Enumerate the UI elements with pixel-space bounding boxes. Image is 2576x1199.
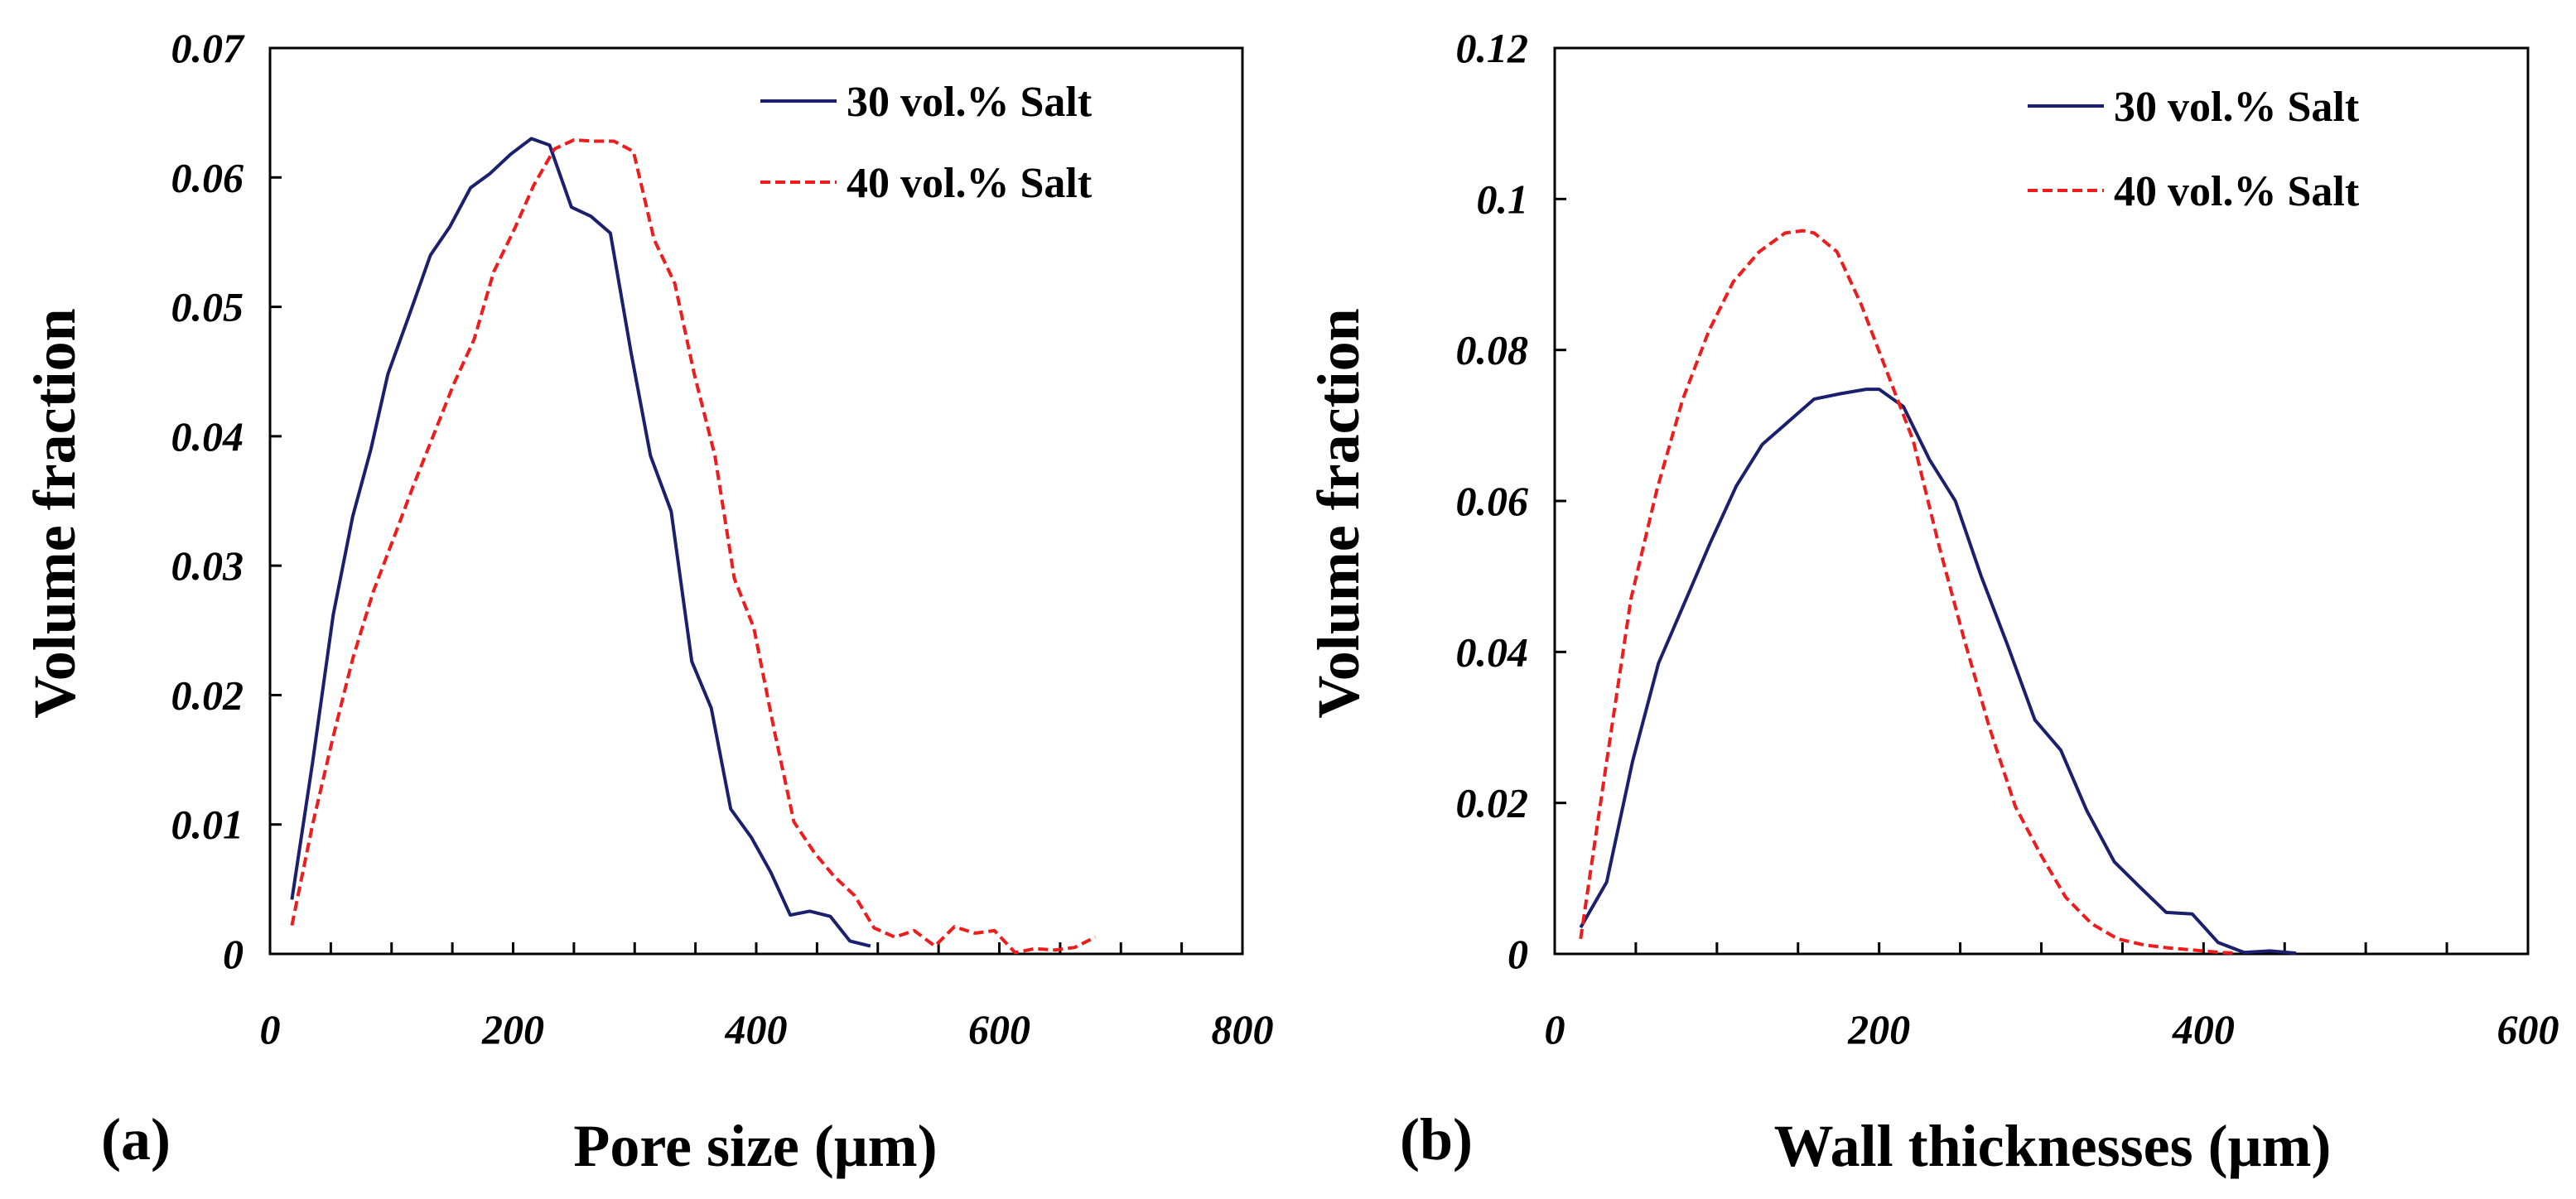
legend-label: 30 vol.% Salt xyxy=(2114,84,2360,131)
x-tick-label: 200 xyxy=(1847,1006,1910,1052)
legend-label: 40 vol.% Salt xyxy=(2114,168,2360,215)
series-line-40-vol-salt xyxy=(1579,229,2236,956)
x-tick-label: 200 xyxy=(481,1006,544,1052)
plot-frame xyxy=(268,46,1244,956)
x-tick-label: 400 xyxy=(2172,1006,2235,1052)
y-tick-label: 0.04 xyxy=(1456,628,1529,675)
y-tick-label: 0.05 xyxy=(171,284,244,330)
legend-label: 30 vol.% Salt xyxy=(847,79,1093,126)
chart-panel-b: Volume fraction Wall thicknesses (μm) (b… xyxy=(1305,25,2559,1179)
x-tick-label: 0 xyxy=(260,1006,281,1052)
y-tick-label: 0.02 xyxy=(1456,780,1529,826)
panel-label: (b) xyxy=(1400,1106,1473,1173)
y-axis-title: Volume fraction xyxy=(22,308,88,718)
y-tick-label: 0.06 xyxy=(1456,478,1529,524)
y-tick-label: 0.12 xyxy=(1456,25,1529,71)
x-tick-label: 600 xyxy=(968,1006,1030,1052)
x-tick-label: 800 xyxy=(1212,1006,1274,1052)
series-line-40-vol-salt xyxy=(290,138,1097,955)
y-tick-label: 0.08 xyxy=(1456,327,1529,373)
x-axis-title: Pore size (μm) xyxy=(573,1113,937,1179)
y-tick-label: 0.03 xyxy=(171,542,244,589)
y-tick-label: 0 xyxy=(223,931,244,977)
series-line-30-vol-salt xyxy=(290,137,871,948)
plot-frame xyxy=(1553,46,2530,956)
y-tick-label: 0.02 xyxy=(171,672,244,718)
y-tick-label: 0.06 xyxy=(171,154,244,200)
panel-label: (a) xyxy=(101,1106,171,1173)
plot-marks: 0 0.01 0.02 0.03 0.04 0.05 0.06 0.07 0 200 400 600 8… xyxy=(171,25,1274,1052)
x-tick-label: 600 xyxy=(2497,1006,2559,1052)
y-tick-label: 0.1 xyxy=(1477,176,1529,222)
x-tick-label: 0 xyxy=(1545,1006,1565,1052)
series-line-30-vol-salt xyxy=(1579,388,2297,956)
y-tick-label: 0.07 xyxy=(171,25,246,71)
y-axis-title: Volume fraction xyxy=(1305,308,1372,718)
y-tick-label: 0.01 xyxy=(171,802,244,848)
y-tick-label: 0.04 xyxy=(171,413,244,460)
x-tick-label: 400 xyxy=(725,1006,788,1052)
chart-panel-a: Volume fraction Pore size (μm) (a) 0 0.01… xyxy=(22,25,1274,1179)
legend-label: 40 vol.% Salt xyxy=(847,160,1093,207)
plot-marks: 0 0.02 0.04 0.06 0.08 0.1 0.12 0 200 400 600 30 vol… xyxy=(1456,25,2559,1052)
x-axis-title: Wall thicknesses (μm) xyxy=(1774,1113,2332,1179)
y-tick-label: 0 xyxy=(1507,931,1528,977)
